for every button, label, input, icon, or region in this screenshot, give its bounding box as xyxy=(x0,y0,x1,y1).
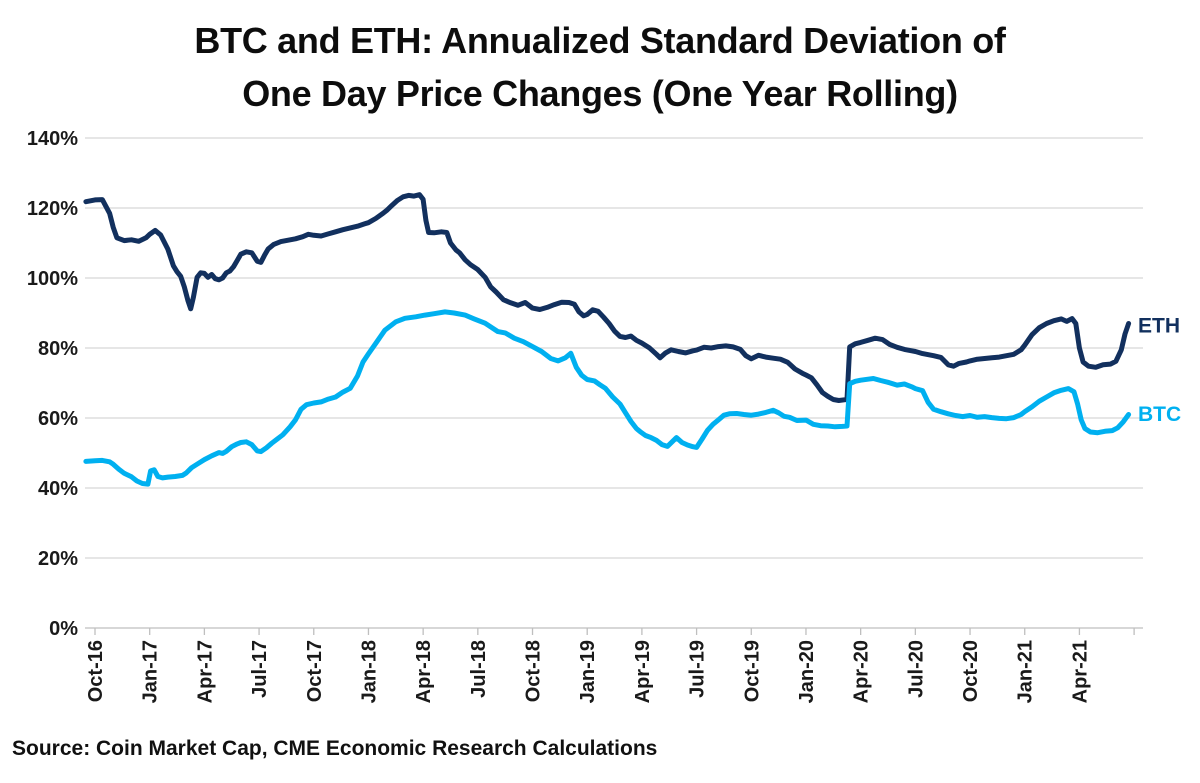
btc-line xyxy=(83,309,1132,487)
x-axis-tick-label: Oct-19 xyxy=(741,640,763,702)
y-axis-tick-label: 20% xyxy=(38,548,78,570)
chart-title: BTC and ETH: Annualized Standard Deviati… xyxy=(0,14,1200,121)
y-axis-tick-label: 0% xyxy=(49,618,78,640)
x-axis-tick-label: Jul-17 xyxy=(249,640,271,698)
x-axis-tick-label: Jul-19 xyxy=(687,640,709,698)
x-axis-tick-label: Jul-18 xyxy=(468,640,490,698)
eth-line xyxy=(83,192,1132,403)
x-axis-tick-label: Jan-21 xyxy=(1015,640,1037,703)
x-axis-tick-label: Apr-21 xyxy=(1069,640,1091,703)
y-axis-tick-label: 40% xyxy=(38,478,78,500)
chart-title-line1: BTC and ETH: Annualized Standard Deviati… xyxy=(194,20,1006,61)
x-axis-tick-label: Apr-18 xyxy=(413,640,435,703)
x-axis-tick-label: Oct-17 xyxy=(304,640,326,702)
x-axis-tick-label: Apr-17 xyxy=(194,640,216,703)
x-axis-tick-label: Jul-20 xyxy=(905,640,927,698)
x-axis-tick-label: Jan-19 xyxy=(577,640,599,703)
eth-series-label: ETH xyxy=(1138,315,1180,338)
x-axis-tick-label: Oct-20 xyxy=(960,640,982,702)
y-axis-tick-label: 120% xyxy=(27,198,78,220)
x-axis-tick-label: Oct-16 xyxy=(85,640,107,702)
y-axis-tick-label: 60% xyxy=(38,408,78,430)
y-axis-tick-label: 140% xyxy=(27,128,78,150)
chart-title-line2: One Day Price Changes (One Year Rolling) xyxy=(242,73,958,115)
x-axis-tick-label: Apr-19 xyxy=(632,640,654,703)
x-axis-tick-label: Jan-17 xyxy=(140,640,162,703)
y-axis-tick-label: 80% xyxy=(38,338,78,360)
source-note: Source: Coin Market Cap, CME Economic Re… xyxy=(12,737,658,760)
btc-series-label: BTC xyxy=(1138,403,1181,426)
x-axis-tick-label: Jan-20 xyxy=(796,640,818,703)
y-axis-tick-label: 100% xyxy=(27,268,78,290)
x-axis-tick-label: Jan-18 xyxy=(358,640,380,703)
x-axis-tick-label: Apr-20 xyxy=(851,640,873,703)
x-axis-tick-label: Oct-18 xyxy=(523,640,545,702)
